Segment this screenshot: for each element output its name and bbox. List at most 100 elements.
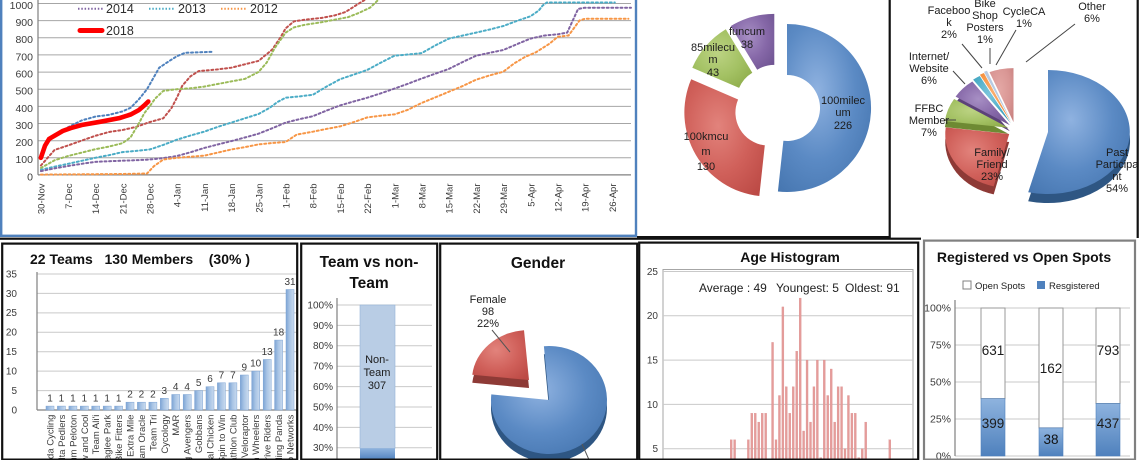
- svg-text:2%: 2%: [941, 29, 957, 41]
- svg-text:85milecu: 85milecu: [691, 42, 735, 54]
- svg-text:13: 13: [262, 347, 274, 358]
- svg-text:5: 5: [652, 444, 658, 455]
- svg-text:Family/: Family/: [974, 147, 1010, 159]
- svg-text:Delta Pedlers: Delta Pedlers: [57, 414, 68, 460]
- svg-text:Bike Fitters: Bike Fitters: [114, 414, 125, 460]
- svg-text:Plum Peloton: Plum Peloton: [68, 415, 79, 460]
- svg-text:FFBC: FFBC: [915, 103, 944, 115]
- svg-text:7-Dec: 7-Dec: [64, 183, 75, 209]
- svg-text:Team: Team: [364, 367, 391, 379]
- svg-text:Gobbans: Gobbans: [194, 414, 205, 453]
- svg-text:Member: Member: [909, 115, 950, 127]
- svg-text:Gender: Gender: [511, 255, 565, 272]
- svg-text:5-Apr: 5-Apr: [526, 184, 537, 207]
- svg-text:50%: 50%: [313, 402, 333, 413]
- svg-text:Go Networks: Go Networks: [286, 414, 297, 460]
- svg-text:Bike: Bike: [974, 0, 995, 10]
- svg-text:98: 98: [482, 306, 494, 318]
- svg-text:54%: 54%: [1106, 183, 1128, 195]
- svg-text:38: 38: [1043, 432, 1058, 447]
- svg-text:Shop: Shop: [972, 10, 998, 22]
- svg-text:12-Apr: 12-Apr: [554, 184, 565, 213]
- svg-text:2: 2: [127, 390, 133, 401]
- svg-text:Participa: Participa: [1096, 159, 1140, 171]
- svg-text:1%: 1%: [1016, 18, 1032, 30]
- svg-text:100milec: 100milec: [821, 95, 866, 107]
- svg-text:Youngest: 5: Youngest: 5: [776, 281, 839, 295]
- svg-text:6%: 6%: [1084, 13, 1100, 25]
- svg-text:5: 5: [11, 386, 17, 397]
- svg-text:Team: Team: [349, 275, 388, 292]
- svg-text:600: 600: [15, 69, 33, 81]
- svg-text:4: 4: [173, 382, 179, 393]
- svg-text:25%: 25%: [930, 414, 951, 426]
- svg-text:Team Tri: Team Tri: [148, 415, 159, 451]
- svg-text:1: 1: [47, 394, 53, 405]
- svg-text:Website: Website: [909, 63, 949, 75]
- svg-text:10: 10: [647, 400, 659, 411]
- svg-text:Spin to Win: Spin to Win: [217, 415, 228, 460]
- svg-text:1%: 1%: [977, 34, 993, 46]
- svg-text:Internet/: Internet/: [909, 51, 950, 63]
- svg-text:130: 130: [697, 161, 715, 173]
- svg-text:300: 300: [15, 120, 33, 132]
- svg-text:Open Spots: Open Spots: [975, 281, 1025, 292]
- svg-text:1: 1: [82, 394, 88, 405]
- svg-text:437: 437: [1097, 416, 1120, 431]
- svg-text:1-Feb: 1-Feb: [282, 184, 293, 209]
- svg-text:MAR: MAR: [171, 414, 182, 435]
- svg-text:162: 162: [1040, 361, 1063, 376]
- svg-text:30%: 30%: [313, 443, 333, 454]
- svg-text:Past: Past: [1106, 147, 1128, 159]
- svg-text:funcum: funcum: [729, 26, 765, 38]
- svg-text:2: 2: [139, 390, 145, 401]
- svg-text:2012: 2012: [250, 2, 278, 16]
- svg-text:um: um: [835, 107, 850, 119]
- svg-text:80%: 80%: [313, 341, 333, 352]
- svg-text:Veloraptor: Veloraptor: [240, 415, 251, 458]
- svg-text:Oldest: 91: Oldest: 91: [845, 281, 900, 295]
- svg-text:38: 38: [741, 39, 753, 51]
- svg-text:Drive Riders: Drive Riders: [263, 414, 274, 460]
- svg-text:1: 1: [59, 394, 65, 405]
- svg-text:Non-: Non-: [365, 354, 389, 366]
- svg-text:nt: nt: [1112, 171, 1121, 183]
- svg-text:35: 35: [6, 269, 18, 280]
- svg-text:2: 2: [150, 390, 156, 401]
- svg-text:25: 25: [647, 267, 659, 278]
- svg-text:Friend: Friend: [976, 159, 1007, 171]
- svg-text:226: 226: [834, 120, 852, 132]
- svg-text:10: 10: [6, 367, 18, 378]
- svg-text:23%: 23%: [981, 171, 1003, 183]
- svg-text:Other: Other: [1078, 1, 1106, 13]
- svg-text:New and Cool: New and Cool: [80, 415, 91, 460]
- svg-text:2013: 2013: [178, 2, 206, 16]
- svg-text:1: 1: [93, 394, 99, 405]
- svg-text:14-Dec: 14-Dec: [91, 183, 102, 214]
- svg-text:2014: 2014: [106, 2, 134, 16]
- svg-text:1000: 1000: [10, 0, 34, 12]
- svg-text:The Extra Mile: The Extra Mile: [126, 415, 137, 460]
- svg-text:28-Dec: 28-Dec: [146, 183, 157, 214]
- svg-text:100kmcu: 100kmcu: [684, 131, 729, 143]
- svg-text:10: 10: [250, 359, 262, 370]
- svg-text:15: 15: [6, 347, 18, 358]
- svg-text:70%: 70%: [313, 362, 333, 373]
- svg-text:43: 43: [707, 67, 719, 79]
- svg-text:399: 399: [982, 416, 1005, 431]
- svg-text:800: 800: [15, 34, 33, 46]
- svg-text:22-Feb: 22-Feb: [363, 184, 374, 214]
- svg-text:700: 700: [15, 51, 33, 63]
- svg-text:7: 7: [219, 370, 225, 381]
- svg-text:25-Jan: 25-Jan: [254, 184, 265, 213]
- svg-text:29-Mar: 29-Mar: [499, 184, 510, 214]
- svg-text:9: 9: [242, 363, 248, 374]
- svg-text:200: 200: [15, 137, 33, 149]
- svg-text:8-Mar: 8-Mar: [418, 184, 429, 209]
- svg-text:CycleCA: CycleCA: [1003, 6, 1046, 18]
- svg-text:7%: 7%: [921, 127, 937, 139]
- svg-text:Fun Wheelers: Fun Wheelers: [251, 414, 262, 460]
- svg-text:1: 1: [104, 394, 110, 405]
- svg-text:Big Avengers: Big Avengers: [183, 414, 194, 460]
- svg-text:8-Feb: 8-Feb: [309, 184, 320, 209]
